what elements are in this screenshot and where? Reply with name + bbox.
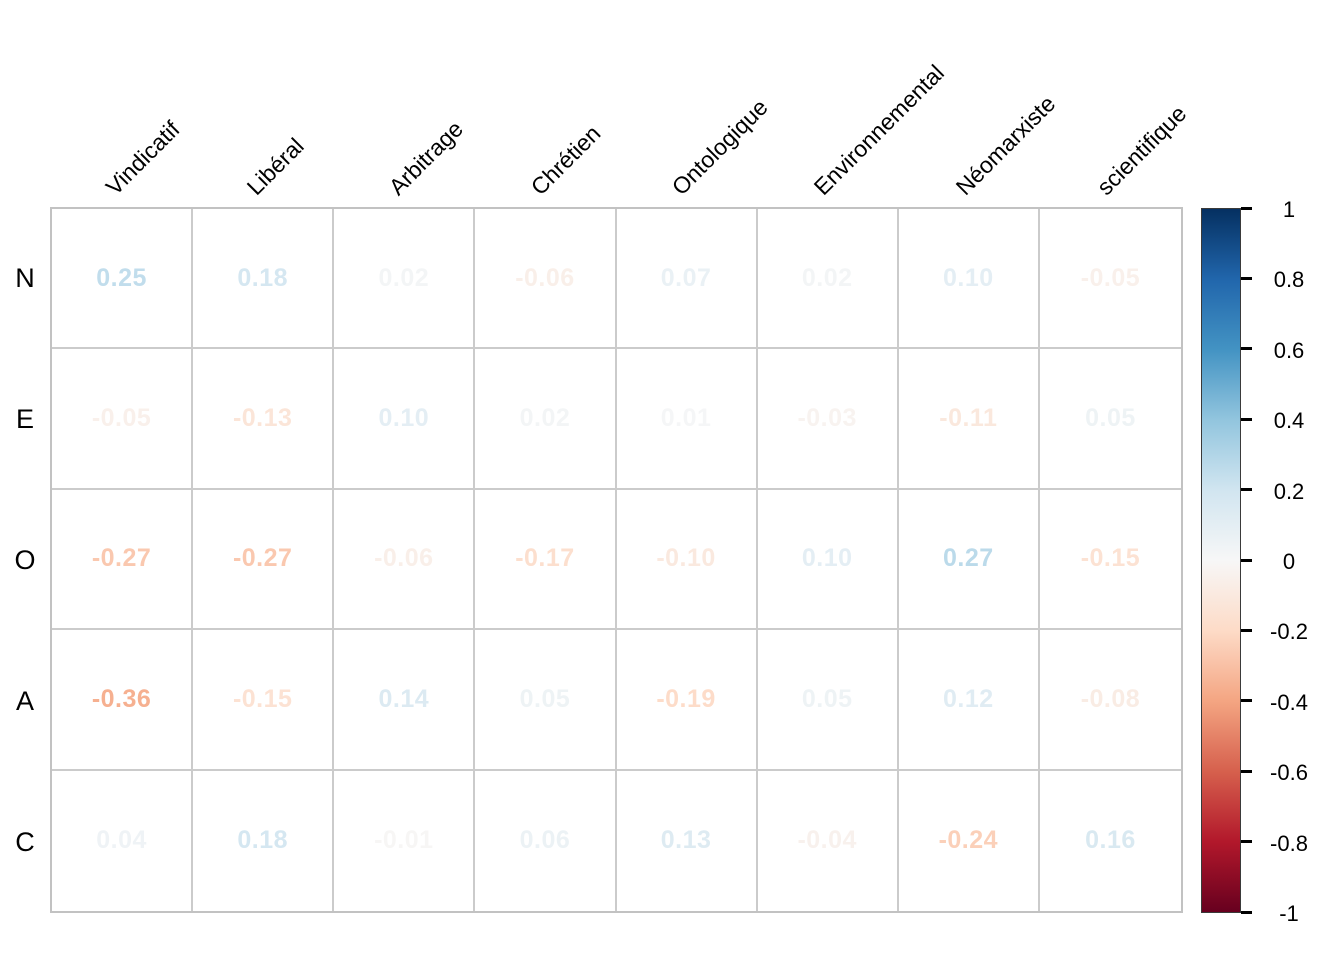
matrix-cell: 0.12 (898, 630, 1040, 771)
matrix-cell: 0.10 (757, 489, 899, 631)
colorbar-tick-label: 0 (1282, 549, 1296, 574)
colorbar-tick (1241, 699, 1252, 703)
matrix-cell: -0.17 (475, 489, 617, 631)
colorbar-tick (1241, 206, 1252, 210)
column-label: Chrétien (525, 120, 606, 200)
row-label: C (15, 827, 35, 858)
matrix-cell: 0.04 (52, 770, 194, 911)
colorbar-tick-label: 0.6 (1273, 337, 1305, 363)
colorbar-tick-label: 0.8 (1273, 267, 1305, 293)
colorbar-tick (1241, 840, 1252, 844)
matrix-cell: -0.15 (1039, 489, 1181, 631)
colorbar-tick (1241, 417, 1252, 421)
colorbar-tick (1241, 276, 1252, 280)
row-label: O (14, 545, 36, 575)
colorbar-tick-label: -0.6 (1270, 760, 1308, 786)
matrix-cell: -0.04 (757, 770, 899, 911)
column-label: Arbitrage (383, 115, 469, 200)
column-label: Ontologique (666, 93, 774, 200)
matrix-cell: 0.05 (475, 630, 617, 771)
matrix-cell: -0.27 (193, 489, 335, 631)
matrix-grid: 0.25 0.18 0.02 -0.06 0.07 0.02 0.10 -0.05 -0.05-… (50, 207, 1183, 913)
matrix-cell: 0.05 (1039, 349, 1181, 490)
matrix-cell: -0.05 (52, 349, 194, 490)
matrix-cell: -0.27 (52, 489, 194, 631)
matrix-cell: 0.10 (898, 209, 1040, 350)
matrix-cell: -0.19 (616, 630, 758, 771)
matrix-cell: 0.02 (334, 209, 476, 350)
matrix-cell: 0.18 (193, 209, 335, 350)
matrix-cell: -0.06 (475, 209, 617, 350)
matrix-cell: -0.24 (898, 770, 1040, 911)
colorbar-tick (1241, 769, 1252, 773)
matrix-cell: 0.16 (1039, 770, 1181, 911)
matrix-cell: -0.05 (1039, 209, 1181, 350)
column-label: Environnemental (808, 59, 949, 200)
column-label: scientifique (1091, 100, 1192, 200)
row-label: A (15, 686, 34, 717)
matrix-cell: -0.03 (757, 349, 899, 490)
row-label: N (15, 262, 35, 293)
matrix-cell: -0.11 (898, 349, 1040, 490)
colorbar-tick-label: -1 (1279, 901, 1299, 926)
matrix-cell: 0.18 (193, 770, 335, 911)
matrix-cell: 0.14 (334, 630, 476, 771)
matrix-cell: 0.25 (52, 209, 194, 350)
colorbar-tick (1241, 910, 1252, 914)
colorbar-tick (1241, 488, 1252, 492)
matrix-cell: -0.10 (616, 489, 758, 631)
matrix-cell: 0.07 (616, 209, 758, 350)
matrix-cell: -0.13 (193, 349, 335, 490)
colorbar-tick-label: -0.8 (1270, 830, 1308, 856)
matrix-cell: 0.27 (898, 489, 1040, 631)
colorbar-gradient (1201, 208, 1241, 913)
colorbar-tick (1241, 628, 1252, 632)
column-label: Néomarxiste (950, 90, 1060, 200)
colorbar-tick (1241, 558, 1252, 562)
colorbar-tick-label: -0.4 (1270, 689, 1308, 715)
matrix-cell: 0.02 (475, 349, 617, 490)
matrix-cell: -0.15 (193, 630, 335, 771)
matrix-cell: 0.06 (475, 770, 617, 911)
matrix-cell: 0.13 (616, 770, 758, 911)
colorbar-tick-label: 0.2 (1273, 478, 1305, 504)
matrix-cell: -0.36 (52, 630, 194, 771)
matrix-cell: -0.08 (1039, 630, 1181, 771)
matrix-cell: 0.02 (757, 209, 899, 350)
matrix-cell: 0.01 (616, 349, 758, 490)
matrix-cell: 0.05 (757, 630, 899, 771)
matrix-cell: -0.06 (334, 489, 476, 631)
matrix-cell: -0.01 (334, 770, 476, 911)
column-label: Libéral (242, 132, 310, 200)
matrix-cell: 0.10 (334, 349, 476, 490)
colorbar-tick-label: 0.4 (1273, 408, 1305, 434)
colorbar-tick-label: 1 (1282, 197, 1296, 222)
colorbar-tick-label: -0.2 (1270, 619, 1308, 645)
row-label: E (15, 403, 34, 434)
column-label: Vindicatif (100, 115, 185, 200)
colorbar-tick (1241, 347, 1252, 351)
